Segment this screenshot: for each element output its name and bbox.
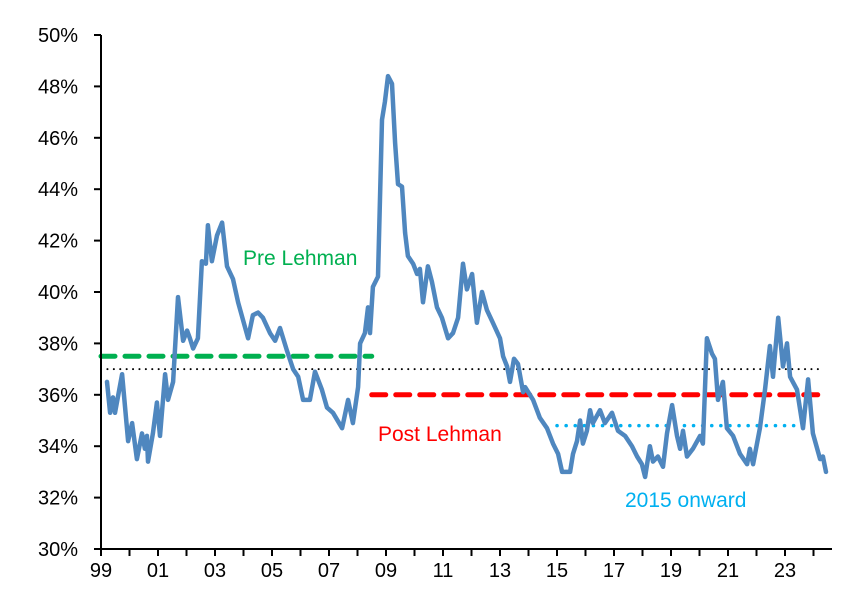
x-tick-label: 21 [717, 560, 739, 582]
reference-lines [98, 353, 828, 428]
axes: 30% 32% 34% 36% 38% 40% 42% 44% 46% 48% 50% 99 01 03 0… [38, 25, 832, 582]
series-line [104, 73, 829, 480]
y-tick-label: 36% [38, 385, 78, 407]
x-tick-label: 07 [318, 560, 340, 582]
x-tick-label: 01 [147, 560, 169, 582]
annotation-pre-lehman: Pre Lehman [243, 247, 357, 270]
x-tick-label: 15 [546, 560, 568, 582]
annotation-2015-onward: 2015 onward [625, 489, 746, 512]
annotations: Pre Lehman Post Lehman 2015 onward [243, 247, 746, 512]
x-tick-label: 09 [375, 560, 397, 582]
x-tick-label: 05 [261, 560, 283, 582]
x-tick-label: 11 [433, 560, 454, 582]
x-tick-label: 19 [660, 560, 682, 582]
y-tick-label: 48% [38, 76, 78, 98]
y-tick-label: 38% [38, 333, 78, 355]
y-tick-label: 32% [38, 488, 78, 510]
y-tick-label: 30% [38, 539, 78, 561]
x-tick-label: 23 [774, 560, 796, 582]
series-layer [104, 73, 829, 480]
y-tick-label: 42% [38, 231, 78, 253]
y-tick-label: 34% [38, 436, 78, 458]
x-tick-label: 03 [204, 560, 226, 582]
x-tick-label: 17 [603, 560, 625, 582]
y-tick-label: 50% [38, 25, 78, 47]
annotation-post-lehman: Post Lehman [378, 423, 502, 446]
x-tick-label: 99 [90, 560, 112, 582]
y-tick-label: 44% [38, 179, 78, 201]
x-tick-label: 13 [489, 560, 511, 582]
y-tick-label: 40% [38, 282, 78, 304]
y-tick-label: 46% [38, 128, 78, 150]
